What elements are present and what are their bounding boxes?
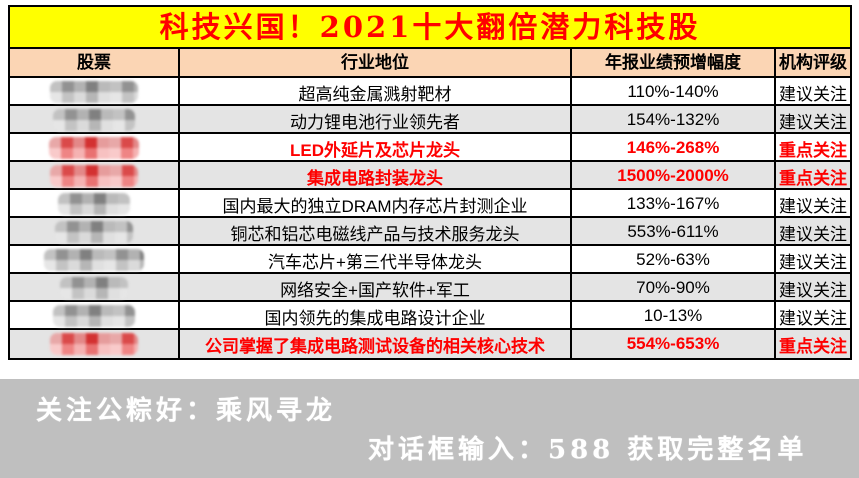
stock-name-cell [10, 218, 180, 246]
industry-position-cell: 集成电路封装龙头 [180, 162, 572, 190]
forecast-range-cell: 133%-167% [572, 190, 776, 218]
forecast-range-cell: 10-13% [572, 302, 776, 330]
rating-cell: 建议关注 [779, 224, 847, 244]
stock-name-cell [10, 302, 180, 330]
industry-position-cell: LED外延片及芯片龙头 [180, 134, 572, 162]
redacted-stock-name [44, 249, 144, 271]
footer-watermark-line2: 对话框输入：588 获取完整名单 [368, 435, 808, 465]
stock-table: 科技兴国！2021十大翻倍潜力科技股 股票 行业地位 年报业绩预增幅度 机构评级 超高… [8, 5, 852, 360]
redacted-stock-name [50, 333, 138, 355]
industry-position-cell: 网络安全+国产软件+军工 [180, 274, 572, 302]
forecast-range-cell: 554%-653% [572, 330, 776, 358]
table-row: 动力锂电池行业领先者 154%-132% 建议关注 [10, 106, 850, 134]
rating-cell: 建议关注 [779, 252, 847, 272]
table-row: 国内领先的集成电路设计企业 10-13% 建议关注 [10, 302, 850, 330]
footer-banner: 关注公粽好：乘风寻龙 对话框输入：588 获取完整名单 [0, 379, 859, 478]
redacted-stock-name [55, 221, 133, 243]
rating-cell: 重点关注 [779, 168, 847, 188]
rating-cell: 重点关注 [779, 140, 847, 160]
forecast-range-cell: 154%-132% [572, 106, 776, 134]
stock-name-cell [10, 246, 180, 274]
col-header-rating: 机构评级 [776, 49, 850, 76]
table-row: 超高纯金属溅射靶材 110%-140% 建议关注 [10, 78, 850, 106]
redacted-stock-name [53, 305, 135, 327]
col-header-stock: 股票 [10, 49, 180, 76]
stock-name-cell [10, 162, 180, 190]
stock-name-cell [10, 78, 180, 106]
industry-position-cell: 公司掌握了集成电路测试设备的相关核心技术 [180, 330, 572, 358]
table-row: 汽车芯片+第三代半导体龙头 52%-63% 建议关注 [10, 246, 850, 274]
rating-cell: 建议关注 [779, 280, 847, 300]
stock-name-cell [10, 274, 180, 302]
table-row: 国内最大的独立DRAM内存芯片封测企业 133%-167% 建议关注 [10, 190, 850, 218]
rating-cell: 重点关注 [779, 336, 847, 356]
stock-name-cell [10, 106, 180, 134]
industry-position-cell: 国内领先的集成电路设计企业 [180, 302, 572, 330]
redacted-stock-name [49, 137, 139, 159]
stock-name-cell [10, 330, 180, 358]
page-title: 科技兴国！2021十大翻倍潜力科技股 [10, 7, 850, 49]
col-header-industry: 行业地位 [180, 49, 572, 76]
forecast-range-cell: 553%-611% [572, 218, 776, 246]
rating-cell: 建议关注 [779, 308, 847, 328]
forecast-range-cell: 70%-90% [572, 274, 776, 302]
redacted-stock-name [60, 277, 128, 299]
forecast-range-cell: 146%-268% [572, 134, 776, 162]
table-row: 网络安全+国产软件+军工 70%-90% 建议关注 [10, 274, 850, 302]
stock-name-cell [10, 134, 180, 162]
table-body: 超高纯金属溅射靶材 110%-140% 建议关注 动力锂电池行业领先者 154%-132… [10, 78, 850, 358]
table-row: LED外延片及芯片龙头 146%-268% 重点关注 [10, 134, 850, 162]
forecast-range-cell: 110%-140% [572, 78, 776, 106]
forecast-range-cell: 52%-63% [572, 246, 776, 274]
footer-watermark-line1: 关注公粽好：乘风寻龙 [36, 396, 337, 426]
col-header-forecast: 年报业绩预增幅度 [572, 49, 776, 76]
redacted-stock-name [53, 109, 135, 131]
industry-position-cell: 动力锂电池行业领先者 [180, 106, 572, 134]
stock-name-cell [10, 190, 180, 218]
industry-position-cell: 铜芯和铝芯电磁线产品与技术服务龙头 [180, 218, 572, 246]
table-row: 公司掌握了集成电路测试设备的相关核心技术 554%-653% 重点关注 [10, 330, 850, 358]
rating-cell: 建议关注 [779, 196, 847, 216]
table-row: 铜芯和铝芯电磁线产品与技术服务龙头 553%-611% 建议关注 [10, 218, 850, 246]
rating-cell: 建议关注 [779, 112, 847, 132]
redacted-stock-name [50, 81, 138, 103]
redacted-stock-name [58, 193, 130, 215]
rating-cell: 建议关注 [779, 84, 847, 104]
industry-position-cell: 超高纯金属溅射靶材 [180, 78, 572, 106]
forecast-range-cell: 1500%-2000% [572, 162, 776, 190]
industry-position-cell: 汽车芯片+第三代半导体龙头 [180, 246, 572, 274]
table-header-row: 股票 行业地位 年报业绩预增幅度 机构评级 [10, 49, 850, 78]
table-row: 集成电路封装龙头 1500%-2000% 重点关注 [10, 162, 850, 190]
redacted-stock-name [50, 165, 138, 187]
industry-position-cell: 国内最大的独立DRAM内存芯片封测企业 [180, 190, 572, 218]
